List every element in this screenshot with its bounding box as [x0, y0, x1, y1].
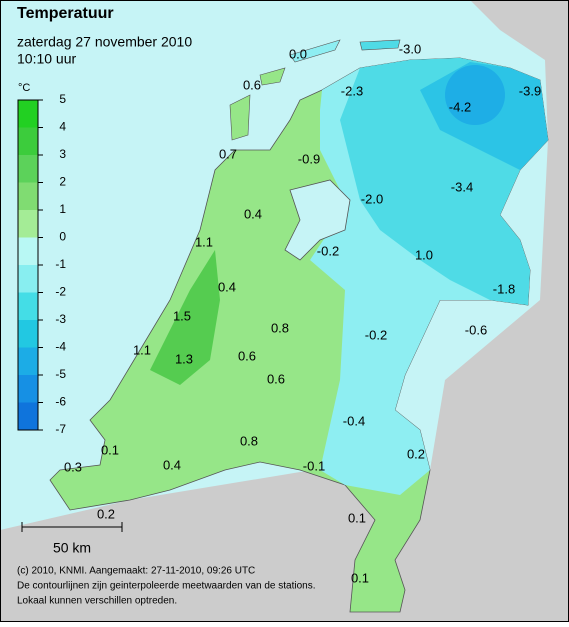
station-value: 0.0	[289, 46, 307, 61]
station-value: 0.7	[219, 146, 237, 161]
station-value: -1.8	[493, 281, 515, 296]
legend-swatch	[18, 402, 38, 430]
footer-line: (c) 2010, KNMI. Aangemaakt: 27-11-2010, …	[17, 566, 255, 577]
station-value: -0.9	[298, 151, 320, 166]
island	[359, 39, 401, 51]
station-value: 0.6	[267, 371, 285, 386]
station-value: -3.9	[519, 83, 541, 98]
legend-swatch	[18, 320, 38, 348]
footer-line: De contourlijnen zijn geinterpoleerde me…	[17, 581, 316, 592]
legend-swatch	[18, 375, 38, 403]
station-value: 0.4	[163, 457, 181, 472]
legend-tick-label: -1	[55, 257, 66, 271]
title: Temperatuur	[17, 5, 114, 22]
legend-tick-label: 4	[59, 120, 66, 134]
station-value: -0.6	[465, 322, 487, 337]
station-value: 0.4	[244, 206, 262, 221]
station-value: 0.1	[351, 570, 369, 585]
station-value: 0.8	[240, 433, 258, 448]
ijsselmeer	[284, 179, 351, 261]
station-value: 0.2	[407, 446, 425, 461]
station-value: 0.2	[97, 506, 115, 521]
warm-region	[150, 250, 220, 385]
station-value: 0.3	[64, 459, 82, 474]
station-value: 1.5	[173, 308, 191, 323]
legend-swatch	[18, 155, 38, 183]
legend-tick-label: 5	[59, 92, 66, 106]
island	[259, 67, 286, 86]
legend-swatch	[18, 182, 38, 210]
legend-swatch	[18, 237, 38, 265]
time: 10:10 uur	[17, 51, 76, 67]
station-value: -0.2	[365, 327, 387, 342]
station-value: 0.6	[243, 77, 261, 92]
station-value: 1.3	[175, 351, 193, 366]
station-value: 0.6	[238, 348, 256, 363]
scale-label: 50 km	[53, 540, 91, 556]
station-value: 1.0	[415, 247, 433, 262]
station-value: 1.1	[195, 234, 213, 249]
station-value: 0.1	[101, 442, 119, 457]
legend-tick-label: 1	[59, 202, 66, 216]
island	[229, 94, 251, 141]
legend-swatch	[18, 210, 38, 238]
cold-core	[445, 65, 505, 125]
legend-tick-label: -4	[55, 340, 66, 354]
legend-tick-label: -5	[55, 367, 66, 381]
station-value: -4.2	[449, 99, 471, 114]
legend-tick-label: -7	[55, 422, 66, 436]
legend-tick-label: -2	[55, 285, 66, 299]
station-value: -0.1	[303, 458, 325, 473]
station-value: -3.4	[451, 179, 473, 194]
legend-swatch	[18, 347, 38, 375]
legend-tick-label: 3	[59, 147, 66, 161]
station-value: -2.0	[361, 191, 383, 206]
legend-swatch	[18, 265, 38, 293]
station-value: -0.2	[317, 243, 339, 258]
legend-tick-label: 2	[59, 175, 66, 189]
legend-tick-label: 0	[59, 230, 66, 244]
date: zaterdag 27 november 2010	[17, 34, 192, 50]
station-value: 1.1	[133, 342, 151, 357]
island	[289, 39, 341, 63]
legend-swatch	[18, 127, 38, 155]
station-value: 0.8	[271, 320, 289, 335]
station-value: 0.1	[348, 510, 366, 525]
station-value: -3.0	[399, 41, 421, 56]
legend-swatch	[18, 292, 38, 320]
legend-tick-label: -6	[55, 395, 66, 409]
station-value: 0.4	[218, 279, 236, 294]
station-value: -0.4	[343, 413, 365, 428]
footer-line: Lokaal kunnen verschillen optreden.	[17, 596, 177, 607]
legend-swatch	[18, 100, 38, 128]
legend-tick-label: -3	[55, 312, 66, 326]
station-value: -2.3	[341, 83, 363, 98]
legend-unit: °C	[18, 82, 30, 94]
